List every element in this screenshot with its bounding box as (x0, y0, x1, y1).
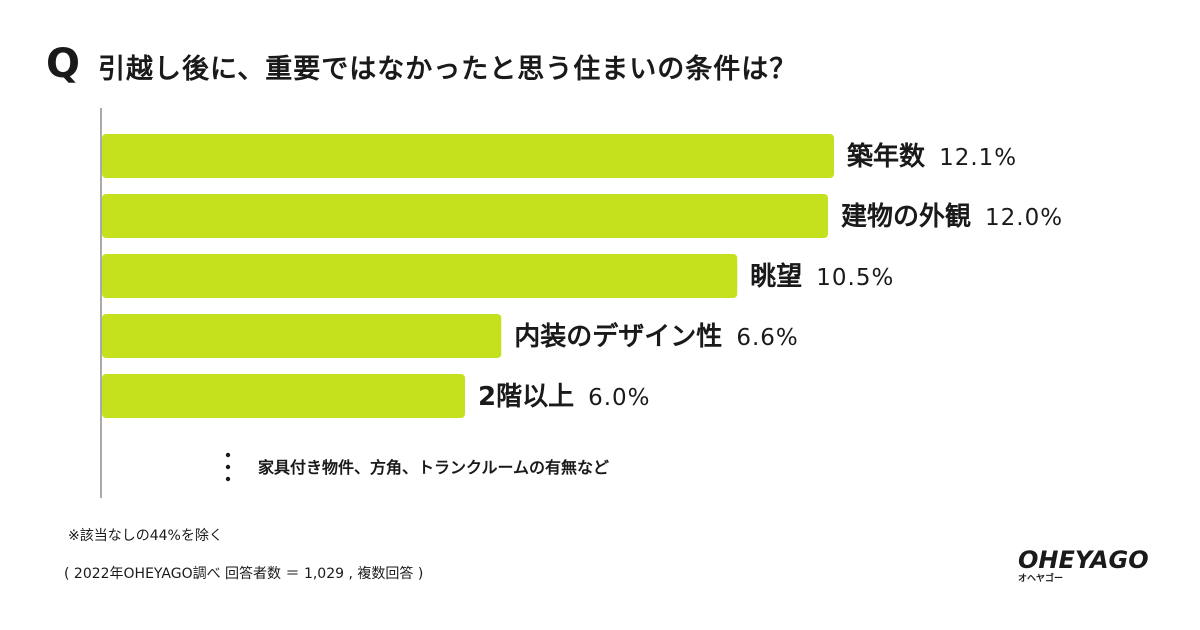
logo-wordmark: OHEYAGO (1018, 546, 1149, 574)
bar-4 (102, 374, 465, 418)
category-label: 建物の外観 (841, 201, 971, 232)
bar-2 (102, 254, 738, 298)
oheyago-logo: OHEYAGO オヘヤゴー (1018, 548, 1150, 588)
source-note: ( 2022年OHEYAGO調べ 回答者数 ＝ 1,029 , 複数回答 ) (64, 566, 424, 582)
question-mark: Q (46, 41, 81, 87)
bar-label-0: 築年数 12.1% (846, 141, 1017, 172)
question-title: 引越し後に、重要ではなかったと思う住まいの条件は？ (98, 54, 798, 85)
bar-label-4: 2階以上 6.0% (478, 382, 651, 412)
value-label: 12.0% (985, 205, 1063, 231)
category-label: 築年数 (846, 141, 926, 172)
value-label: 10.5% (816, 265, 894, 291)
logo-katakana: オヘヤゴー (1018, 574, 1064, 584)
bar-label-3: 内装のデザイン性 6.6% (514, 321, 798, 352)
value-label: 6.0% (588, 385, 650, 411)
others-note: 家具付き物件、方角、トランクルームの有無など (258, 458, 610, 477)
bar-chart: 築年数 12.1% 建物の外観 12.0% 眺望 10.5% 内装のデザイン性 6.6% 2階以… (100, 108, 1063, 498)
bar-3 (102, 314, 502, 358)
bar-label-2: 眺望 10.5% (750, 262, 894, 292)
value-label: 12.1% (939, 145, 1017, 171)
exclusion-note: ※該当なしの44%を除く (68, 528, 223, 544)
bar-label-1: 建物の外観 12.0% (841, 201, 1063, 232)
bar-1 (102, 194, 828, 238)
value-label: 6.6% (736, 325, 798, 351)
bar-0 (102, 134, 835, 178)
category-label: 2階以上 (478, 382, 574, 412)
category-label: 内装のデザイン性 (514, 321, 722, 352)
ellipsis-icon (225, 452, 231, 482)
category-label: 眺望 (750, 262, 802, 292)
